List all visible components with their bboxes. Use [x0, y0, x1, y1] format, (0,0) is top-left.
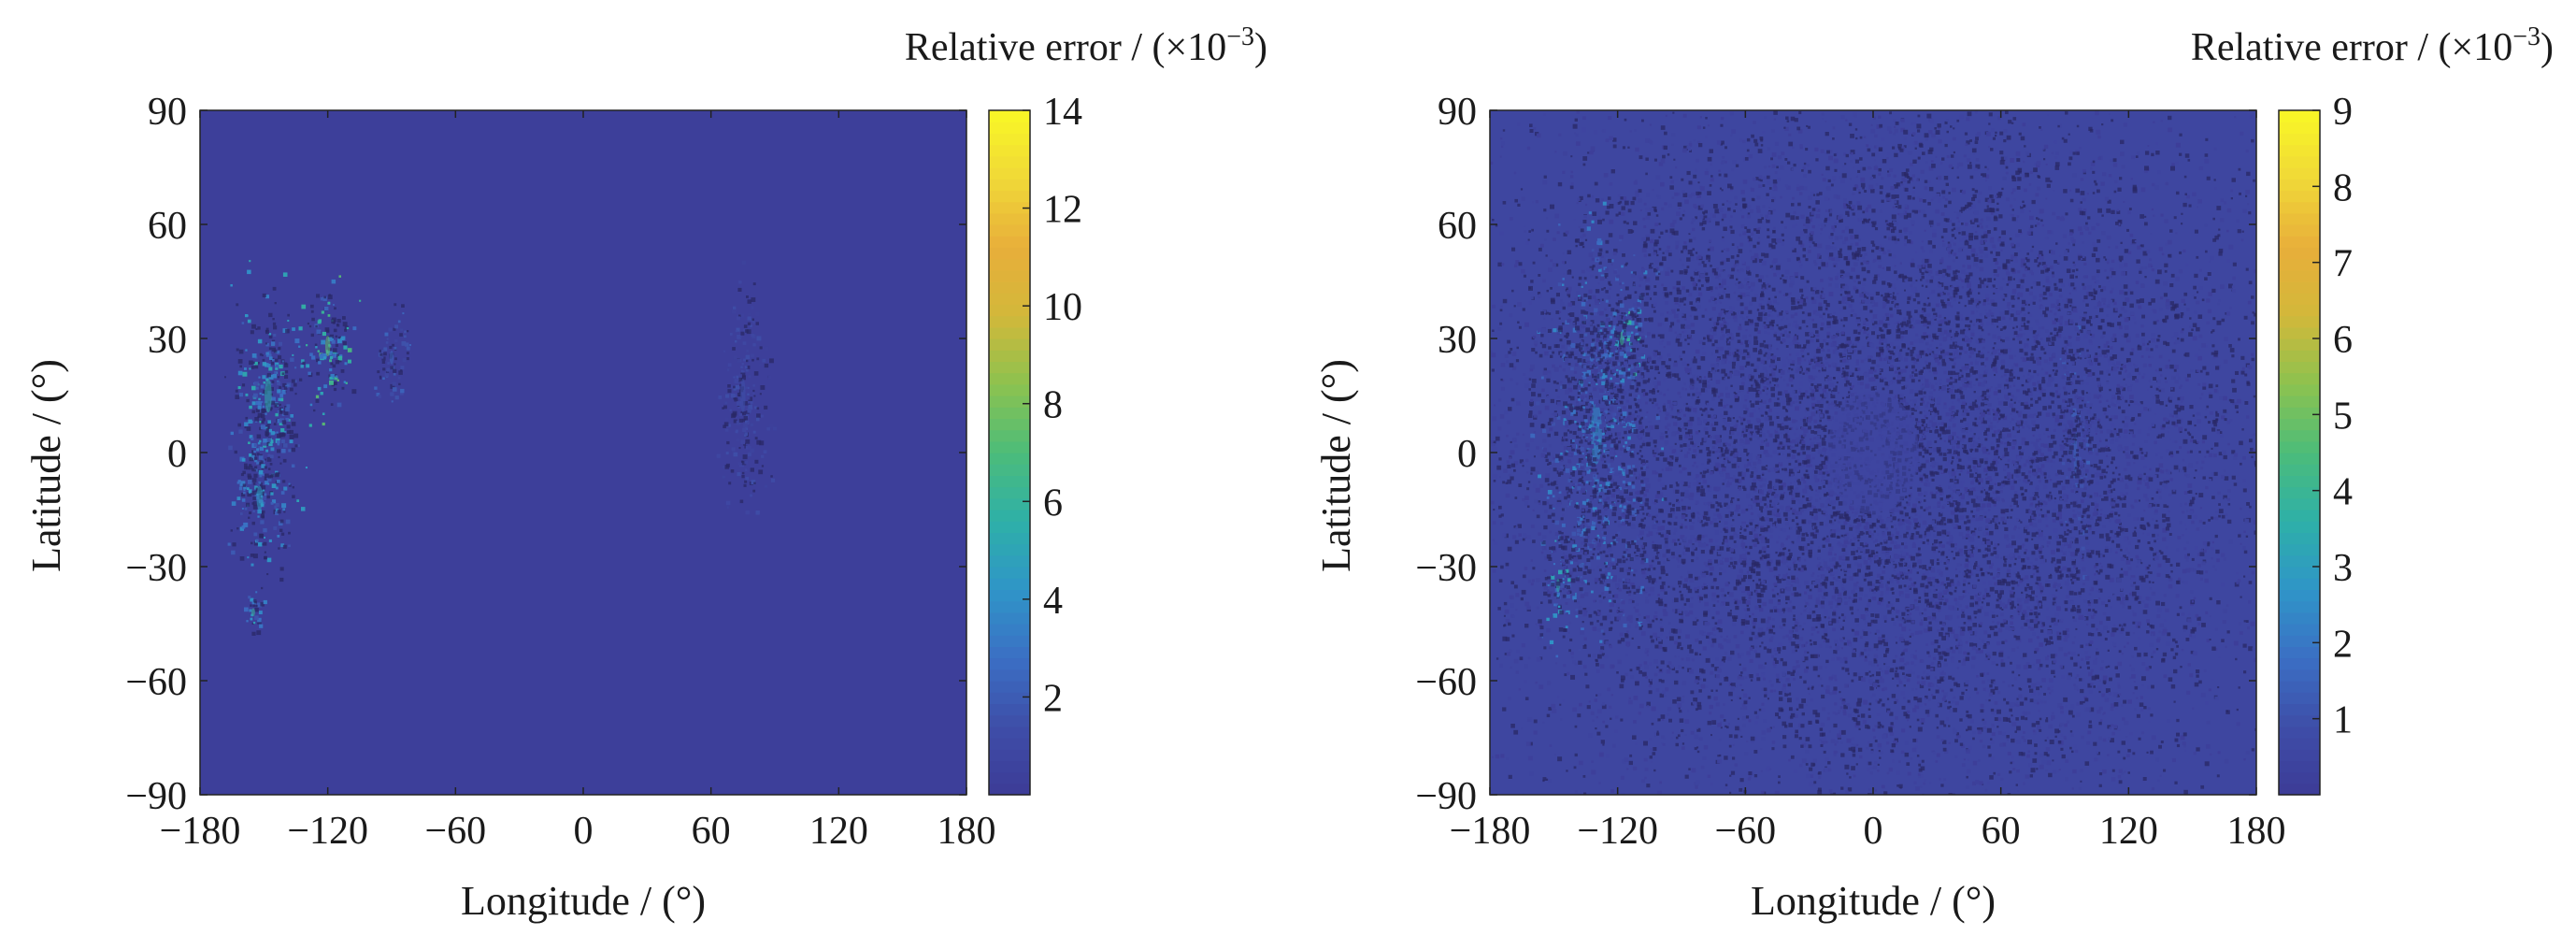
- x-tick-label: 0: [574, 810, 594, 853]
- colorbar-tick-label: 4: [2333, 471, 2353, 514]
- y-tick-label: −90: [1415, 775, 1477, 818]
- cluster-core: [740, 378, 746, 413]
- y-tick-label: −30: [1415, 547, 1477, 590]
- x-tick-label: −60: [424, 810, 486, 853]
- y-tick-label: 30: [1438, 319, 1477, 362]
- x-tick-label: 60: [692, 810, 731, 853]
- error-cluster: [1490, 110, 2256, 795]
- y-tick-label: 0: [167, 433, 187, 476]
- error-cluster: [716, 260, 777, 515]
- y-axis: 90 60 30 0 −30 −60 −90 Latitude / (°): [23, 91, 966, 818]
- y-tick-label: 60: [148, 205, 187, 248]
- x-tick-label: 0: [1864, 810, 1883, 853]
- y-axis-label: Latitude / (°): [1313, 359, 1359, 572]
- error-cluster: [227, 412, 291, 590]
- colorbar-frame: [988, 109, 1031, 796]
- error-cluster: [374, 303, 411, 403]
- y-axis: 90 60 30 0 −30 −60 −90 Latitude / (°): [1313, 91, 2256, 818]
- colorbar-title: Relative error / (×10−3): [2191, 22, 2554, 69]
- cluster-core: [250, 608, 255, 617]
- y-axis-label: Latitude / (°): [23, 359, 69, 572]
- colorbar-tick-label: 8: [1043, 384, 1063, 427]
- colorbar-tick-label: 1: [2333, 699, 2353, 742]
- colorbar-tick-label: 12: [1043, 189, 1082, 232]
- x-tick-label: −120: [287, 810, 368, 853]
- colorbar-tick-label: 3: [2333, 547, 2353, 590]
- colorbar-tick-label: 8: [2333, 166, 2353, 209]
- heatmap-background: [200, 110, 966, 795]
- y-tick-label: 0: [1457, 433, 1477, 476]
- y-tick-label: −60: [1415, 661, 1477, 704]
- colorbar-tick-label: 7: [2333, 243, 2353, 286]
- x-axis: −180 −120 −60 0 60 120 180 Longitude / (°): [1450, 110, 2286, 924]
- x-tick-label: −180: [160, 810, 241, 853]
- x-tick-label: −180: [1450, 810, 1531, 853]
- x-tick-label: 120: [809, 810, 868, 853]
- colorbar-tick-label: 2: [2333, 623, 2353, 666]
- x-tick-label: −120: [1577, 810, 1658, 853]
- cluster-core: [256, 485, 264, 511]
- heatmap-field: [200, 110, 966, 795]
- y-tick-label: 90: [148, 91, 187, 134]
- cluster-core: [265, 378, 272, 413]
- y-tick-label: 90: [1438, 91, 1477, 134]
- colorbar: 1 2 3 4 5 6 7 8 9 Relative error / (×10−3): [2191, 22, 2554, 796]
- x-tick-label: 120: [2099, 810, 2158, 853]
- colorbar-frame: [2278, 109, 2321, 796]
- x-axis: −180 −120 −60 0 60 120 180 Longitude / (°): [160, 110, 996, 924]
- colorbar-tick-label: 6: [2333, 319, 2353, 362]
- x-axis-label: Longitude / (°): [1751, 878, 1996, 924]
- x-tick-label: −60: [1714, 810, 1776, 853]
- colorbar-title: Relative error / (×10−3): [905, 22, 1267, 69]
- colorbar-tick-label: 14: [1043, 91, 1082, 134]
- colorbar-tick-label: 4: [1043, 580, 1063, 623]
- error-cluster: [298, 275, 362, 426]
- cluster-core: [1826, 391, 1920, 514]
- y-tick-label: 30: [148, 319, 187, 362]
- x-axis-label: Longitude / (°): [461, 878, 706, 924]
- cluster-core: [324, 336, 331, 357]
- error-cluster: [244, 591, 267, 636]
- y-tick-label: −90: [125, 775, 187, 818]
- heatmap-field: [1490, 110, 2256, 795]
- x-tick-label: 60: [1982, 810, 2021, 853]
- x-tick-label: 180: [937, 810, 996, 853]
- colorbar-tick-label: 5: [2333, 395, 2353, 438]
- y-tick-label: 60: [1438, 205, 1477, 248]
- colorbar-tick-label: 6: [1043, 482, 1063, 525]
- y-tick-label: −60: [125, 661, 187, 704]
- colorbar-tick-label: 9: [2333, 91, 2353, 134]
- colorbar-tick-label: 2: [1043, 677, 1063, 720]
- colorbar-tick-label: 10: [1043, 286, 1082, 329]
- cluster-core: [389, 351, 394, 365]
- x-tick-label: 180: [2227, 810, 2286, 853]
- colorbar: 2 4 6 8 10 12 14 Relative error / (×10−3): [905, 22, 1267, 796]
- y-tick-label: −30: [125, 547, 187, 590]
